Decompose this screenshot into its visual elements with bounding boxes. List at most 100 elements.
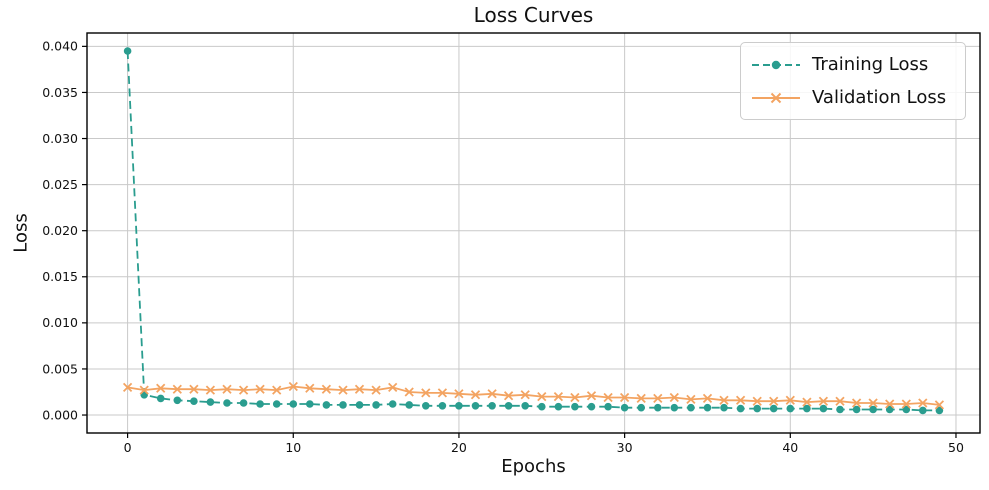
validation-loss-marker bbox=[835, 396, 845, 406]
training-loss-marker bbox=[422, 402, 430, 410]
validation-loss-marker bbox=[454, 389, 464, 399]
y-tick-label: 0.025 bbox=[42, 177, 78, 192]
training-loss-marker bbox=[836, 405, 844, 414]
training-loss-marker bbox=[438, 402, 447, 410]
training-loss-marker bbox=[736, 404, 745, 413]
validation-loss-marker bbox=[785, 395, 795, 405]
validation-loss-marker bbox=[934, 400, 945, 410]
y-tick-label: 0.030 bbox=[42, 131, 78, 146]
validation-loss-marker bbox=[172, 384, 182, 394]
x-tick-label: 30 bbox=[617, 440, 633, 455]
validation-loss-marker bbox=[470, 390, 481, 400]
validation-loss-marker bbox=[918, 398, 928, 408]
training-loss-marker bbox=[687, 403, 695, 412]
training-loss-marker bbox=[919, 406, 927, 415]
y-tick-label: 0.005 bbox=[42, 361, 78, 376]
validation-loss-marker bbox=[305, 383, 315, 393]
validation-loss-marker bbox=[570, 392, 580, 403]
training-loss-marker bbox=[819, 404, 828, 413]
validation-loss-marker bbox=[255, 384, 265, 394]
validation-loss-marker bbox=[686, 394, 696, 405]
training-loss-marker bbox=[289, 400, 298, 408]
training-loss-marker bbox=[538, 402, 546, 411]
training-loss-marker bbox=[306, 400, 314, 408]
x-tick-label: 20 bbox=[451, 440, 467, 455]
validation-loss-marker bbox=[901, 399, 911, 409]
training-loss-marker bbox=[571, 402, 579, 411]
validation-loss-marker bbox=[702, 393, 713, 404]
legend-item-training-loss: Training Loss bbox=[750, 48, 956, 81]
training-loss-line-sample-icon bbox=[752, 60, 800, 69]
training-loss-marker bbox=[190, 397, 198, 406]
validation-loss-marker bbox=[321, 384, 332, 394]
x-tick-label: 40 bbox=[782, 440, 798, 455]
training-loss-marker bbox=[173, 396, 182, 405]
validation-loss-marker bbox=[885, 399, 895, 409]
validation-loss-line bbox=[127, 385, 940, 406]
validation-loss-marker bbox=[421, 388, 431, 398]
validation-loss-marker bbox=[371, 385, 381, 395]
training-loss-marker bbox=[504, 402, 513, 410]
validation-loss-marker bbox=[669, 392, 679, 403]
training-loss-marker bbox=[753, 404, 761, 413]
training-loss-marker bbox=[488, 402, 496, 410]
training-loss-marker bbox=[620, 403, 629, 412]
validation-loss-marker bbox=[139, 385, 149, 395]
chart-title: Loss Curves bbox=[473, 3, 594, 27]
training-loss-marker bbox=[272, 400, 281, 408]
training-loss-marker bbox=[256, 400, 264, 408]
training-loss-marker bbox=[720, 403, 728, 412]
validation-loss-marker bbox=[537, 391, 547, 402]
validation-loss-marker bbox=[851, 398, 862, 408]
training-loss-marker bbox=[471, 402, 480, 410]
training-loss-marker bbox=[786, 404, 795, 413]
validation-loss-marker bbox=[272, 385, 282, 395]
legend: Training Loss Validation Loss bbox=[740, 42, 966, 120]
training-loss-marker bbox=[654, 403, 662, 412]
training-loss-marker bbox=[521, 402, 529, 410]
validation-loss-marker bbox=[122, 382, 133, 393]
x-tick-label: 10 bbox=[285, 440, 301, 455]
y-tick-label: 0.020 bbox=[42, 223, 78, 238]
y-tick-label: 0.010 bbox=[42, 315, 78, 330]
training-loss-marker bbox=[156, 394, 165, 403]
training-loss-marker bbox=[455, 402, 463, 410]
training-loss-marker bbox=[885, 405, 894, 414]
plot-frame bbox=[86, 32, 981, 434]
y-tick-label: 0.000 bbox=[42, 407, 78, 422]
training-loss-marker bbox=[554, 402, 563, 411]
training-loss-marker bbox=[372, 401, 380, 409]
validation-loss-marker bbox=[586, 391, 597, 401]
training-loss-marker bbox=[388, 400, 397, 408]
training-loss-marker bbox=[123, 47, 132, 55]
training-loss-marker bbox=[223, 399, 231, 407]
validation-loss-marker bbox=[487, 389, 497, 399]
training-loss-marker bbox=[604, 402, 612, 411]
validation-loss-marker bbox=[288, 381, 298, 392]
training-loss-marker bbox=[902, 405, 911, 414]
validation-loss-marker bbox=[769, 396, 779, 406]
validation-loss-marker bbox=[338, 385, 348, 395]
y-tick-label: 0.040 bbox=[42, 39, 78, 54]
validation-loss-marker bbox=[238, 385, 249, 395]
training-loss-marker bbox=[339, 401, 347, 409]
validation-loss-line-sample-icon bbox=[752, 92, 800, 103]
validation-loss-marker bbox=[156, 383, 166, 393]
training-loss-marker bbox=[322, 401, 331, 409]
validation-loss-marker bbox=[868, 398, 878, 408]
validation-loss-marker bbox=[802, 397, 812, 407]
validation-loss-marker bbox=[603, 392, 613, 403]
training-loss-marker bbox=[355, 401, 364, 409]
validation-loss-marker bbox=[653, 393, 663, 404]
validation-loss-marker bbox=[437, 388, 448, 398]
validation-loss-marker bbox=[404, 387, 414, 397]
training-loss-marker bbox=[405, 401, 414, 409]
validation-loss-marker bbox=[553, 391, 564, 402]
validation-loss-marker bbox=[619, 392, 630, 403]
training-loss-marker bbox=[769, 404, 778, 413]
validation-loss-marker bbox=[222, 384, 232, 394]
validation-loss-marker bbox=[520, 390, 530, 400]
validation-loss-marker bbox=[818, 396, 829, 406]
y-tick-label: 0.015 bbox=[42, 269, 78, 284]
